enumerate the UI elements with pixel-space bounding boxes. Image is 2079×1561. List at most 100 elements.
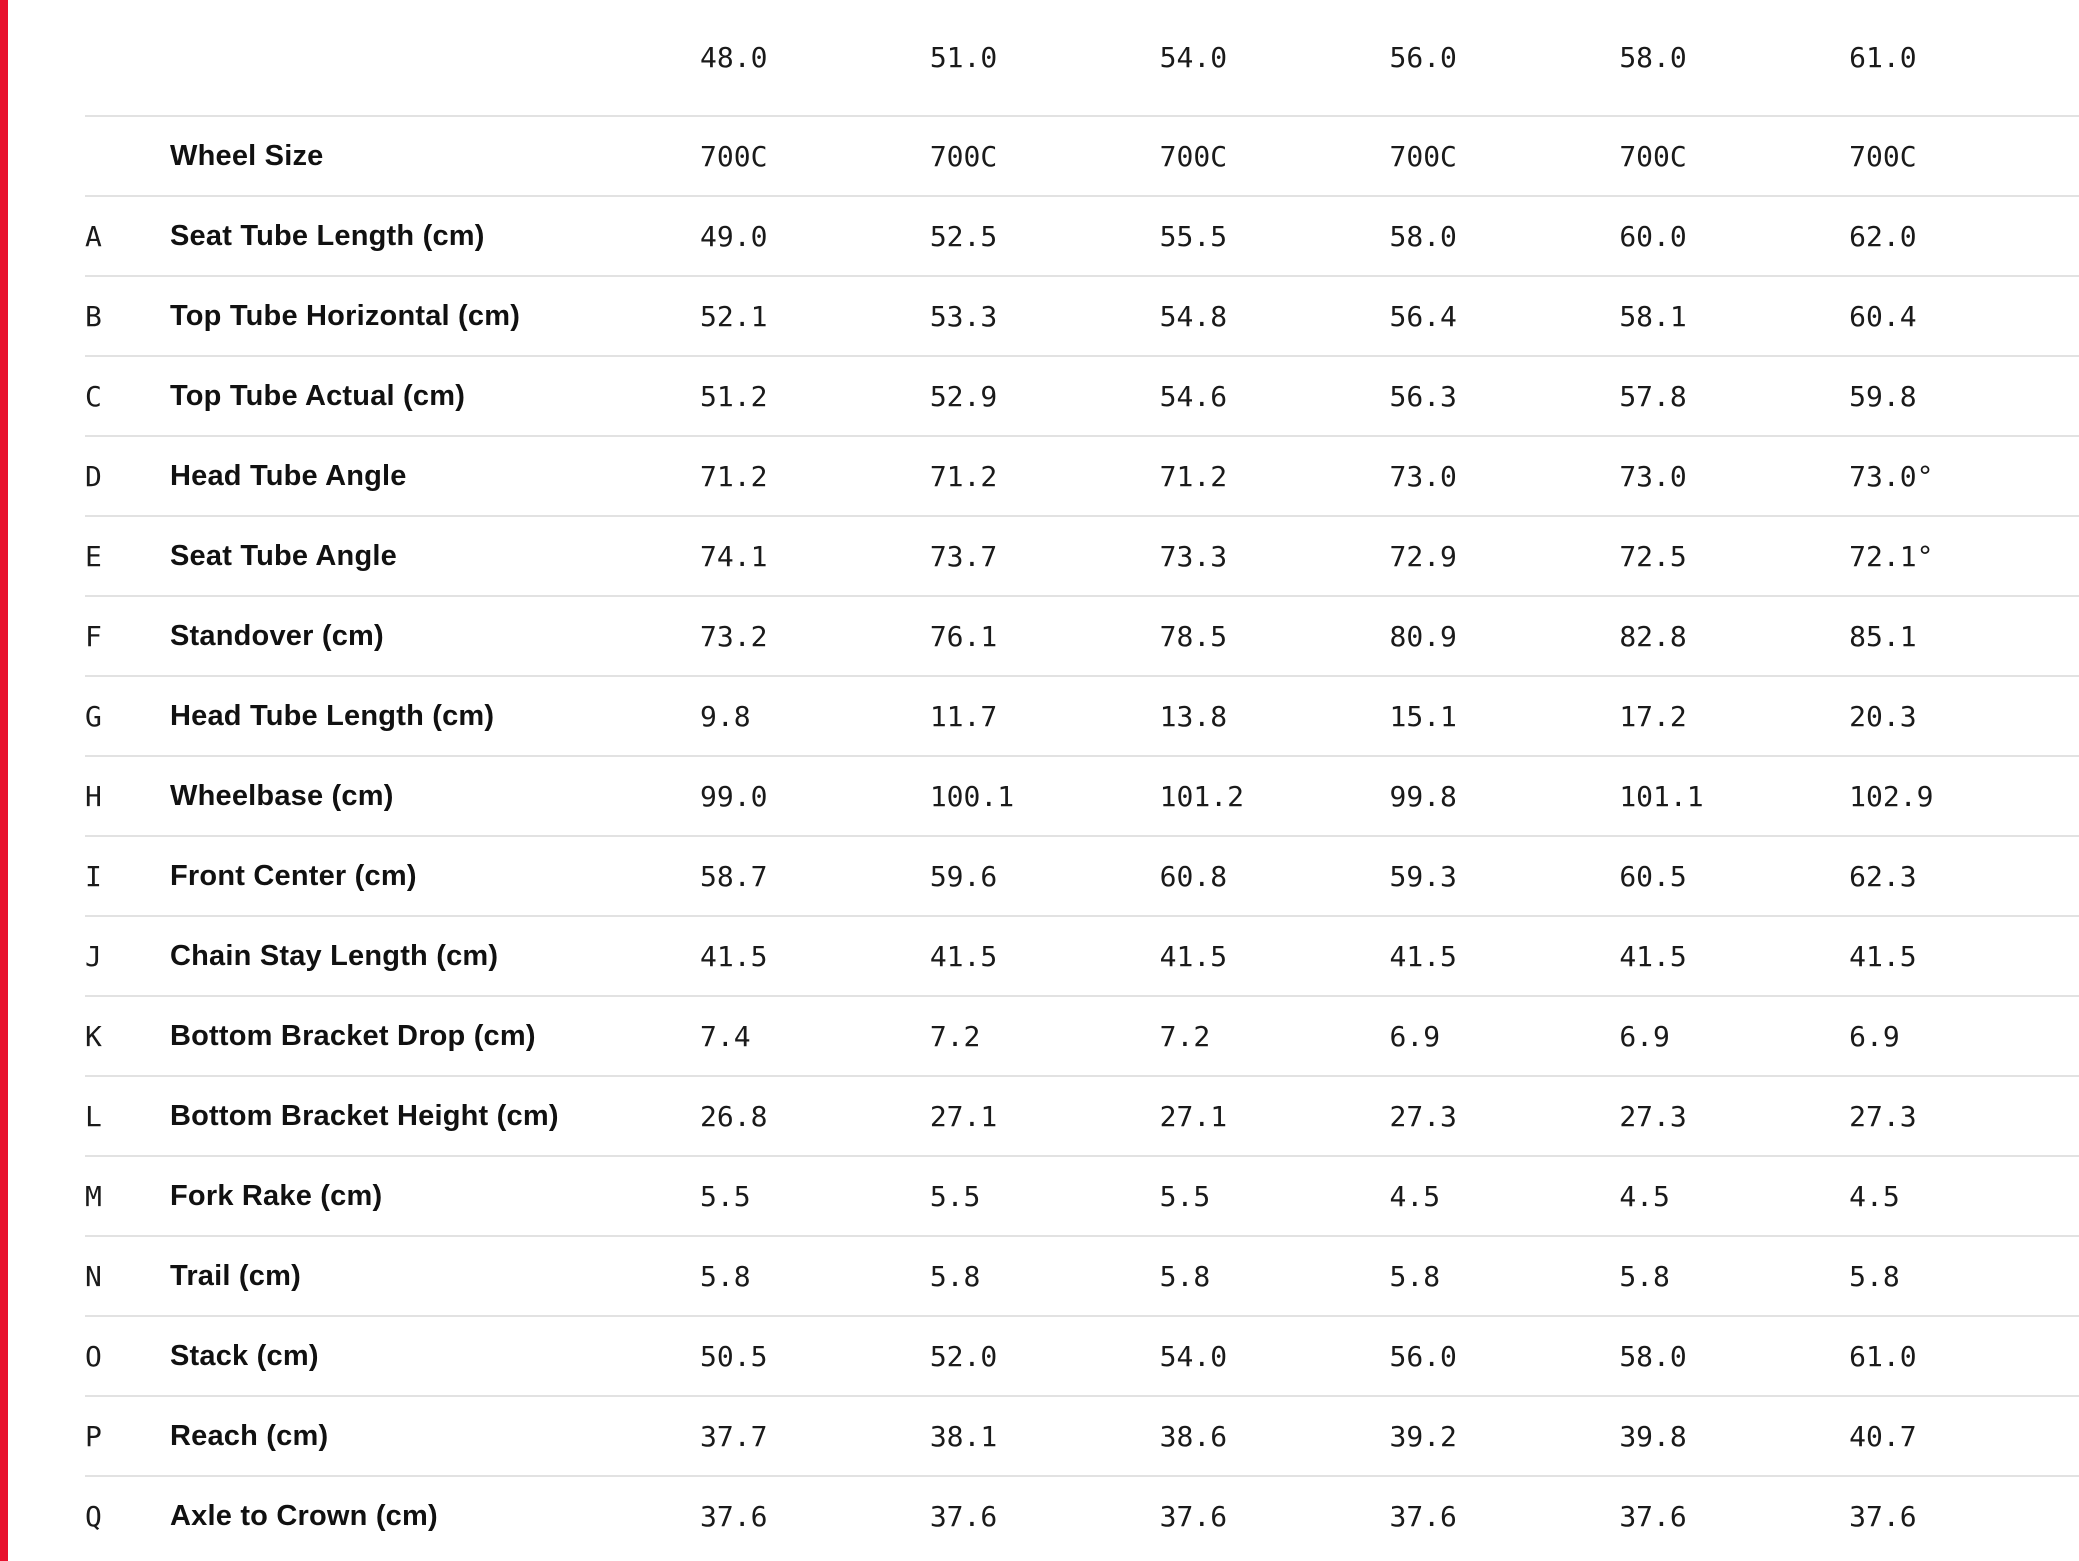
row-value: 38.6 xyxy=(1159,1419,1228,1453)
table-row: I Front Center (cm) 58.7 59.6 60.8 59.3 … xyxy=(85,835,2079,915)
row-value: 6.9 xyxy=(1619,1019,1670,1053)
row-value: 700C xyxy=(1849,139,1917,173)
row-letter: H xyxy=(85,779,102,813)
row-label: Stack (cm) xyxy=(170,1339,319,1372)
table-row: B Top Tube Horizontal (cm) 52.1 53.3 54.… xyxy=(85,275,2079,355)
row-value: 60.5 xyxy=(1619,859,1687,893)
row-value: 5.8 xyxy=(1159,1259,1211,1293)
row-value: 60.8 xyxy=(1159,859,1228,893)
row-value: 74.1 xyxy=(700,539,768,573)
row-value: 71.2 xyxy=(929,459,998,493)
row-label: Reach (cm) xyxy=(170,1419,329,1452)
row-value: 60.4 xyxy=(1849,299,1917,333)
row-value: 51.2 xyxy=(700,379,768,413)
left-edge-accent xyxy=(0,0,8,1561)
row-label: Seat Tube Length (cm) xyxy=(170,219,485,252)
row-value: 60.0 xyxy=(1619,219,1687,253)
row-value: 72.1° xyxy=(1849,539,1934,573)
row-label: Wheel Size xyxy=(170,139,324,172)
row-letter: O xyxy=(85,1339,102,1373)
row-letter: P xyxy=(85,1419,102,1453)
row-value: 27.3 xyxy=(1849,1099,1917,1133)
table-row: P Reach (cm) 37.7 38.1 38.6 39.2 39.8 40… xyxy=(85,1395,2079,1475)
row-value: 4.5 xyxy=(1849,1179,1900,1213)
row-value: 4.5 xyxy=(1389,1179,1441,1213)
row-value: 41.5 xyxy=(700,939,768,973)
row-value: 99.8 xyxy=(1389,779,1457,813)
row-value: 54.0 xyxy=(1159,1339,1228,1373)
row-value: 11.7 xyxy=(929,699,998,733)
row-value: 59.3 xyxy=(1389,859,1457,893)
row-value: 62.0 xyxy=(1849,219,1917,253)
row-value: 53.3 xyxy=(929,299,998,333)
row-value: 5.8 xyxy=(700,1259,751,1293)
row-value: 73.0° xyxy=(1849,459,1934,493)
row-value: 700C xyxy=(929,139,998,173)
row-value: 5.5 xyxy=(929,1179,981,1213)
row-value: 62.3 xyxy=(1849,859,1917,893)
row-value: 58.0 xyxy=(1619,1339,1687,1373)
row-value: 61.0 xyxy=(1849,1339,1917,1373)
row-value: 9.8 xyxy=(700,699,751,733)
size-column-header: 58.0 xyxy=(1619,41,1687,74)
row-letter: E xyxy=(85,539,102,573)
row-value: 5.8 xyxy=(1619,1259,1670,1293)
row-label: Seat Tube Angle xyxy=(170,539,397,572)
row-value: 99.0 xyxy=(700,779,768,813)
row-value: 39.8 xyxy=(1619,1419,1687,1453)
row-value: 27.3 xyxy=(1389,1099,1457,1133)
row-value: 700C xyxy=(1619,139,1687,173)
row-value: 59.6 xyxy=(929,859,998,893)
row-value: 7.2 xyxy=(929,1019,981,1053)
row-value: 27.1 xyxy=(1159,1099,1228,1133)
row-label: Top Tube Horizontal (cm) xyxy=(170,299,521,332)
row-value: 72.5 xyxy=(1619,539,1687,573)
row-value: 41.5 xyxy=(1849,939,1917,973)
row-label: Standover (cm) xyxy=(170,619,384,652)
table-row: D Head Tube Angle 71.2 71.2 71.2 73.0 73… xyxy=(85,435,2079,515)
row-value: 41.5 xyxy=(1159,939,1228,973)
row-letter: A xyxy=(85,219,102,253)
row-value: 37.6 xyxy=(700,1499,768,1533)
row-value: 101.2 xyxy=(1159,779,1244,813)
row-letter: J xyxy=(85,939,102,973)
row-value: 27.3 xyxy=(1619,1099,1687,1133)
table-row: L Bottom Bracket Height (cm) 26.8 27.1 2… xyxy=(85,1075,2079,1155)
row-letter: K xyxy=(85,1019,102,1053)
row-value: 52.1 xyxy=(700,299,768,333)
table-row: G Head Tube Length (cm) 9.8 11.7 13.8 15… xyxy=(85,675,2079,755)
row-value: 102.9 xyxy=(1849,779,1934,813)
table-row: K Bottom Bracket Drop (cm) 7.4 7.2 7.2 6… xyxy=(85,995,2079,1075)
row-value: 6.9 xyxy=(1389,1019,1441,1053)
row-value: 85.1 xyxy=(1849,619,1917,653)
row-letter: B xyxy=(85,299,102,333)
row-label: Top Tube Actual (cm) xyxy=(170,379,466,412)
table-row: C Top Tube Actual (cm) 51.2 52.9 54.6 56… xyxy=(85,355,2079,435)
row-value: 56.0 xyxy=(1389,1339,1457,1373)
bike-geometry-table: 48.0 51.0 54.0 56.0 58.0 61.0 Wheel Size… xyxy=(85,0,2079,1555)
row-value: 13.8 xyxy=(1159,699,1228,733)
table-row: N Trail (cm) 5.8 5.8 5.8 5.8 5.8 5.8 xyxy=(85,1235,2079,1315)
row-letter: D xyxy=(85,459,102,493)
row-value: 49.0 xyxy=(700,219,768,253)
row-label: Trail (cm) xyxy=(170,1259,301,1292)
row-value: 7.2 xyxy=(1159,1019,1211,1053)
table-row: A Seat Tube Length (cm) 49.0 52.5 55.5 5… xyxy=(85,195,2079,275)
row-value: 78.5 xyxy=(1159,619,1228,653)
row-value: 38.1 xyxy=(929,1419,998,1453)
row-label: Wheelbase (cm) xyxy=(170,779,394,812)
row-value: 41.5 xyxy=(929,939,998,973)
size-column-header: 61.0 xyxy=(1849,41,1917,74)
row-value: 56.4 xyxy=(1389,299,1457,333)
row-value: 82.8 xyxy=(1619,619,1687,653)
row-value: 37.6 xyxy=(1159,1499,1228,1533)
row-value: 73.3 xyxy=(1159,539,1228,573)
row-value: 73.0 xyxy=(1619,459,1687,493)
row-value: 37.7 xyxy=(700,1419,768,1453)
row-value: 73.0 xyxy=(1389,459,1457,493)
table-row: E Seat Tube Angle 74.1 73.7 73.3 72.9 72… xyxy=(85,515,2079,595)
row-value: 55.5 xyxy=(1159,219,1228,253)
row-value: 41.5 xyxy=(1619,939,1687,973)
size-column-header: 48.0 xyxy=(700,41,768,74)
row-value: 54.6 xyxy=(1159,379,1228,413)
